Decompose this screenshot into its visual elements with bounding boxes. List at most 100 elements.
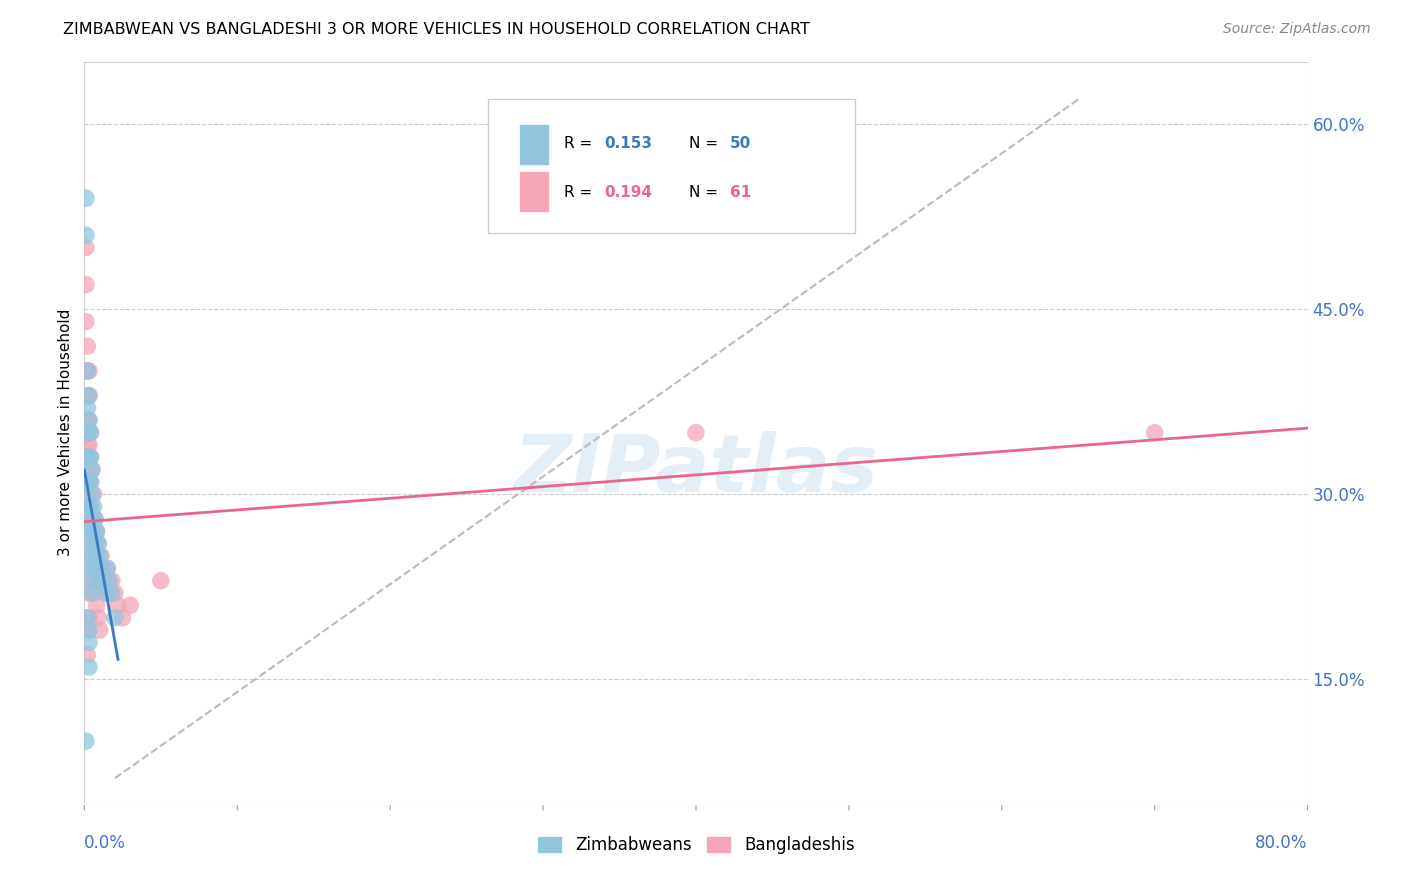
Point xyxy=(84,512,107,526)
Point xyxy=(86,524,108,539)
Point xyxy=(84,512,107,526)
Point xyxy=(90,574,112,588)
Point xyxy=(83,512,105,526)
FancyBboxPatch shape xyxy=(519,124,550,165)
Point xyxy=(91,574,114,588)
Point xyxy=(79,574,101,588)
Point xyxy=(91,561,114,575)
Point xyxy=(76,623,98,637)
Point xyxy=(1143,425,1166,440)
Point xyxy=(75,191,97,205)
Point xyxy=(77,413,100,427)
Point xyxy=(93,574,115,588)
Point xyxy=(83,500,105,514)
Point xyxy=(76,364,98,378)
Point xyxy=(77,610,100,624)
Point xyxy=(101,574,124,588)
Point xyxy=(77,635,100,649)
Point xyxy=(120,599,142,613)
Point xyxy=(80,487,103,501)
Point xyxy=(79,500,101,514)
Point xyxy=(76,388,98,402)
Point xyxy=(76,339,98,353)
Point xyxy=(84,561,107,575)
Point xyxy=(77,413,100,427)
Point xyxy=(87,536,110,550)
Point xyxy=(90,561,112,575)
Text: ZIPatlas: ZIPatlas xyxy=(513,431,879,508)
Point xyxy=(84,574,107,588)
Point xyxy=(83,586,105,600)
Point xyxy=(149,574,172,588)
Point xyxy=(75,734,97,748)
Point xyxy=(80,512,103,526)
Point xyxy=(77,388,100,402)
Point xyxy=(79,475,101,489)
Point xyxy=(80,586,103,600)
Point xyxy=(97,574,120,588)
Point xyxy=(87,610,110,624)
Point xyxy=(76,425,98,440)
Point xyxy=(87,536,110,550)
Point xyxy=(79,475,101,489)
Point xyxy=(80,462,103,476)
Point xyxy=(79,450,101,465)
Text: N =: N = xyxy=(689,136,723,152)
Point xyxy=(76,648,98,662)
Point xyxy=(89,574,111,588)
Point xyxy=(685,425,707,440)
Point xyxy=(90,549,112,563)
Point xyxy=(79,524,101,539)
Point xyxy=(80,462,103,476)
Point xyxy=(77,450,100,465)
Point xyxy=(80,536,103,550)
Point xyxy=(84,549,107,563)
Point xyxy=(76,450,98,465)
Point xyxy=(94,586,117,600)
Point xyxy=(80,561,103,575)
Text: ZIMBABWEAN VS BANGLADESHI 3 OR MORE VEHICLES IN HOUSEHOLD CORRELATION CHART: ZIMBABWEAN VS BANGLADESHI 3 OR MORE VEHI… xyxy=(63,22,810,37)
Text: 61: 61 xyxy=(730,185,751,200)
Point xyxy=(111,610,134,624)
Point xyxy=(101,586,124,600)
Point xyxy=(75,314,97,328)
Text: R =: R = xyxy=(564,185,598,200)
Point xyxy=(77,364,100,378)
Point xyxy=(96,561,118,575)
Point xyxy=(75,277,97,292)
Text: 50: 50 xyxy=(730,136,751,152)
Point xyxy=(96,561,118,575)
Point xyxy=(104,610,127,624)
Point xyxy=(83,524,105,539)
Text: 0.0%: 0.0% xyxy=(84,834,127,852)
Text: 0.194: 0.194 xyxy=(605,185,652,200)
Point xyxy=(76,364,98,378)
Text: 80.0%: 80.0% xyxy=(1256,834,1308,852)
FancyBboxPatch shape xyxy=(519,171,550,212)
Point xyxy=(86,549,108,563)
Point xyxy=(107,599,129,613)
Text: N =: N = xyxy=(689,185,723,200)
Point xyxy=(86,599,108,613)
Point xyxy=(83,549,105,563)
Point xyxy=(77,475,100,489)
Point xyxy=(76,610,98,624)
Point xyxy=(84,524,107,539)
Point xyxy=(84,536,107,550)
Point xyxy=(76,401,98,415)
Point xyxy=(97,574,120,588)
Point xyxy=(77,462,100,476)
Point xyxy=(75,240,97,254)
Point xyxy=(79,500,101,514)
Point xyxy=(86,549,108,563)
Point xyxy=(76,475,98,489)
Point xyxy=(89,549,111,563)
Point xyxy=(79,425,101,440)
Point xyxy=(79,574,101,588)
Point xyxy=(87,561,110,575)
Point xyxy=(76,438,98,452)
Legend: Zimbabweans, Bangladeshis: Zimbabweans, Bangladeshis xyxy=(530,830,862,861)
Point xyxy=(77,438,100,452)
Point xyxy=(104,586,127,600)
Point xyxy=(83,487,105,501)
